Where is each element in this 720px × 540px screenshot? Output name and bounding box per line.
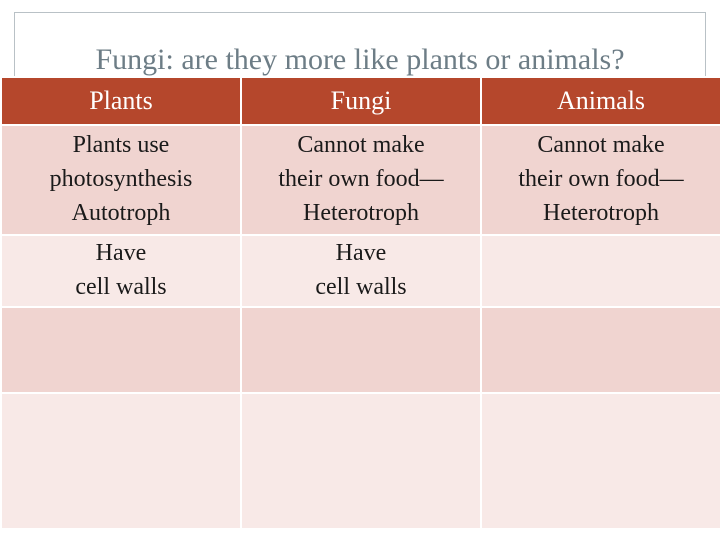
cell-line: Cannot make (297, 132, 425, 158)
header-fungi: Fungi (240, 76, 482, 126)
title-box: Fungi: are they more like plants or anim… (14, 12, 706, 84)
cell-line: Have (95, 240, 147, 266)
table-row (0, 306, 720, 394)
cell-empty (0, 392, 242, 530)
cell-line: cell walls (75, 274, 167, 300)
cell-empty (0, 306, 242, 394)
table-row: Plants use photosynthesis Autotroph Cann… (0, 124, 720, 236)
header-animals: Animals (480, 76, 720, 126)
cell-line: Have (335, 240, 387, 266)
cell-line: Heterotroph (303, 200, 419, 226)
cell-line: Autotroph (71, 200, 171, 226)
cell-line: Heterotroph (543, 200, 659, 226)
cell-line: Cannot make (537, 132, 665, 158)
cell-animals-cell-walls (480, 234, 720, 308)
table-row (0, 392, 720, 530)
header-row: Plants Fungi Animals (0, 76, 720, 126)
cell-line: their own food— (278, 166, 444, 192)
cell-empty (480, 392, 720, 530)
cell-plants-nutrition: Plants use photosynthesis Autotroph (0, 124, 242, 236)
header-plants: Plants (0, 76, 242, 126)
cell-line: photosynthesis (49, 166, 193, 192)
cell-line: Plants use (72, 132, 170, 158)
cell-empty (480, 306, 720, 394)
cell-animals-nutrition: Cannot make their own food— Heterotroph (480, 124, 720, 236)
cell-line: cell walls (315, 274, 407, 300)
cell-empty (240, 306, 482, 394)
cell-fungi-cell-walls: Have cell walls (240, 234, 482, 308)
slide-title: Fungi: are they more like plants or anim… (95, 43, 625, 76)
cell-fungi-nutrition: Cannot make their own food— Heterotroph (240, 124, 482, 236)
comparison-table: Plants Fungi Animals Plants use photosyn… (0, 76, 720, 530)
cell-line: their own food— (518, 166, 684, 192)
table-row: Have cell walls Have cell walls (0, 234, 720, 308)
cell-empty (240, 392, 482, 530)
cell-plants-cell-walls: Have cell walls (0, 234, 242, 308)
